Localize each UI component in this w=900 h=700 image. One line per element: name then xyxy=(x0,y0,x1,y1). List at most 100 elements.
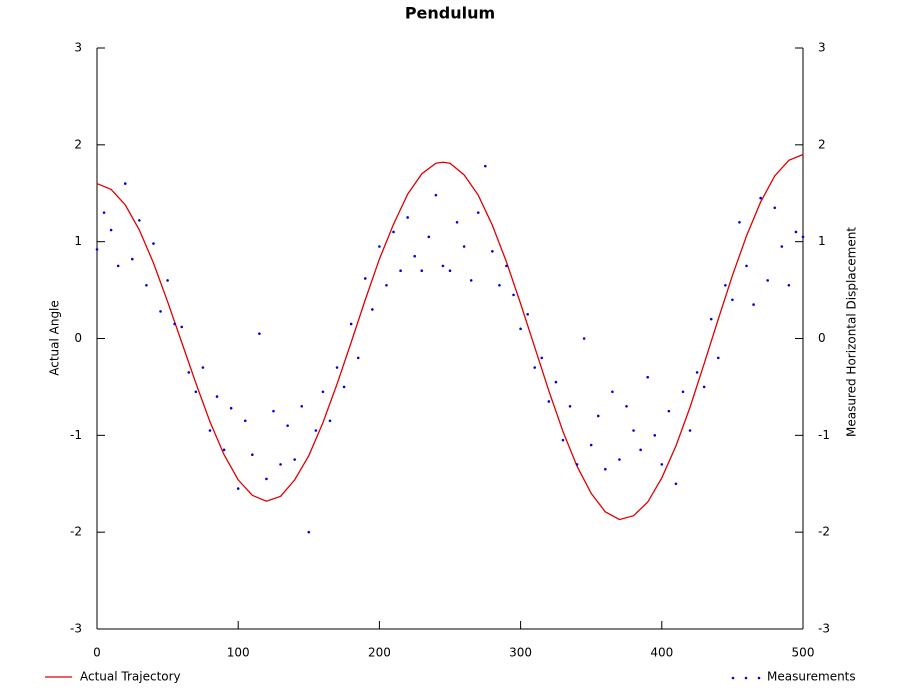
measurement-point xyxy=(547,400,551,403)
measurement-point xyxy=(441,264,445,268)
measurement-point xyxy=(314,429,318,432)
measurement-point xyxy=(420,269,424,273)
measurement-point xyxy=(321,390,325,394)
measurement-point xyxy=(378,245,381,248)
measurement-point xyxy=(392,230,395,234)
measurement-point xyxy=(533,366,537,369)
measurement-point xyxy=(667,409,671,413)
measurement-point xyxy=(201,366,205,369)
measurement-point xyxy=(272,409,275,413)
measurement-point xyxy=(611,390,614,394)
measurement-point xyxy=(688,429,692,432)
measurement-point xyxy=(526,312,529,316)
measurement-point xyxy=(618,458,621,461)
measurement-point xyxy=(681,390,685,394)
measurement-point xyxy=(702,385,706,389)
measurement-point xyxy=(639,448,642,452)
y-tick-label: -3 xyxy=(70,622,82,636)
x-tick-label: 200 xyxy=(368,646,391,660)
measurement-point xyxy=(448,269,452,273)
measurement-point xyxy=(123,182,127,185)
measurement-point xyxy=(540,356,544,360)
measurement-point xyxy=(745,264,748,268)
y2-tick-label: 2 xyxy=(818,137,826,151)
measurement-point xyxy=(236,487,240,490)
measurement-point xyxy=(286,424,289,427)
measurement-point xyxy=(596,414,600,418)
measurement-point xyxy=(505,264,508,268)
measurement-point xyxy=(131,257,134,261)
measurement-point xyxy=(427,235,431,239)
y-tick-label: 0 xyxy=(74,331,82,345)
measurement-point xyxy=(145,283,148,287)
measurement-point xyxy=(476,211,480,214)
measurement-point xyxy=(646,375,649,379)
measurement-point xyxy=(787,283,791,287)
measurement-point xyxy=(95,248,99,251)
measurement-point xyxy=(166,279,169,282)
measurement-point xyxy=(773,206,777,210)
measurement-point xyxy=(738,221,741,224)
x-tick-label: 500 xyxy=(792,646,815,660)
measurement-point xyxy=(385,283,388,287)
measurement-point xyxy=(138,219,141,222)
measurement-point xyxy=(695,371,699,374)
y2-tick-label: 1 xyxy=(818,234,826,248)
measurement-point xyxy=(653,434,657,437)
y-axis-label: Actual Angle xyxy=(48,300,62,376)
measurement-point xyxy=(632,429,635,432)
measurement-point xyxy=(159,310,162,313)
measurement-point xyxy=(229,406,233,410)
measurement-point xyxy=(243,419,247,423)
measurement-point xyxy=(575,463,579,466)
measurement-point xyxy=(208,429,212,432)
legend-swatch xyxy=(731,676,735,680)
measurement-point xyxy=(265,477,268,481)
measurement-point xyxy=(279,463,282,466)
legend-swatch xyxy=(744,676,748,680)
trajectory-line xyxy=(96,153,804,521)
measurement-point xyxy=(731,298,734,302)
measurement-point xyxy=(173,322,176,326)
measurement-point xyxy=(342,385,346,389)
y-tick-label: 1 xyxy=(74,234,82,248)
measurement-point xyxy=(660,463,664,466)
y2-tick-label: -2 xyxy=(818,525,830,539)
measurement-point xyxy=(568,404,572,408)
measurement-point xyxy=(716,356,720,360)
measurement-point xyxy=(794,230,798,234)
measurement-point xyxy=(116,264,120,268)
measurement-point xyxy=(187,371,191,374)
x-tick-label: 400 xyxy=(650,646,673,660)
measurement-point xyxy=(300,404,304,408)
measurement-point xyxy=(363,277,367,280)
measurement-point xyxy=(780,245,784,248)
measurement-point xyxy=(194,390,198,394)
legend-label: Measurements xyxy=(767,670,856,684)
measurement-point xyxy=(469,279,473,282)
y-tick-label: 3 xyxy=(74,41,82,55)
measurement-point xyxy=(491,250,494,253)
measurement-point xyxy=(554,380,558,384)
measurement-point xyxy=(455,221,459,224)
y2-tick-label: -1 xyxy=(818,428,830,442)
x-tick-label: 0 xyxy=(93,646,101,660)
measurement-point xyxy=(335,366,339,369)
legend-label: Actual Trajectory xyxy=(80,670,181,684)
measurement-point xyxy=(709,317,713,321)
measurement-point xyxy=(512,293,515,297)
legend-swatch xyxy=(757,676,761,680)
measurement-point xyxy=(180,325,184,329)
measurement-point xyxy=(307,530,311,534)
measurement-point xyxy=(434,193,438,197)
measurement-point xyxy=(724,283,727,287)
y-tick-label: -2 xyxy=(70,525,82,539)
measurement-point xyxy=(589,443,593,447)
measurement-point xyxy=(406,216,409,219)
measurement-point xyxy=(625,404,628,408)
y2-tick-label: 0 xyxy=(818,331,826,345)
y2-tick-label: -3 xyxy=(818,622,830,636)
measurement-point xyxy=(759,196,762,200)
measurement-point xyxy=(766,279,769,282)
